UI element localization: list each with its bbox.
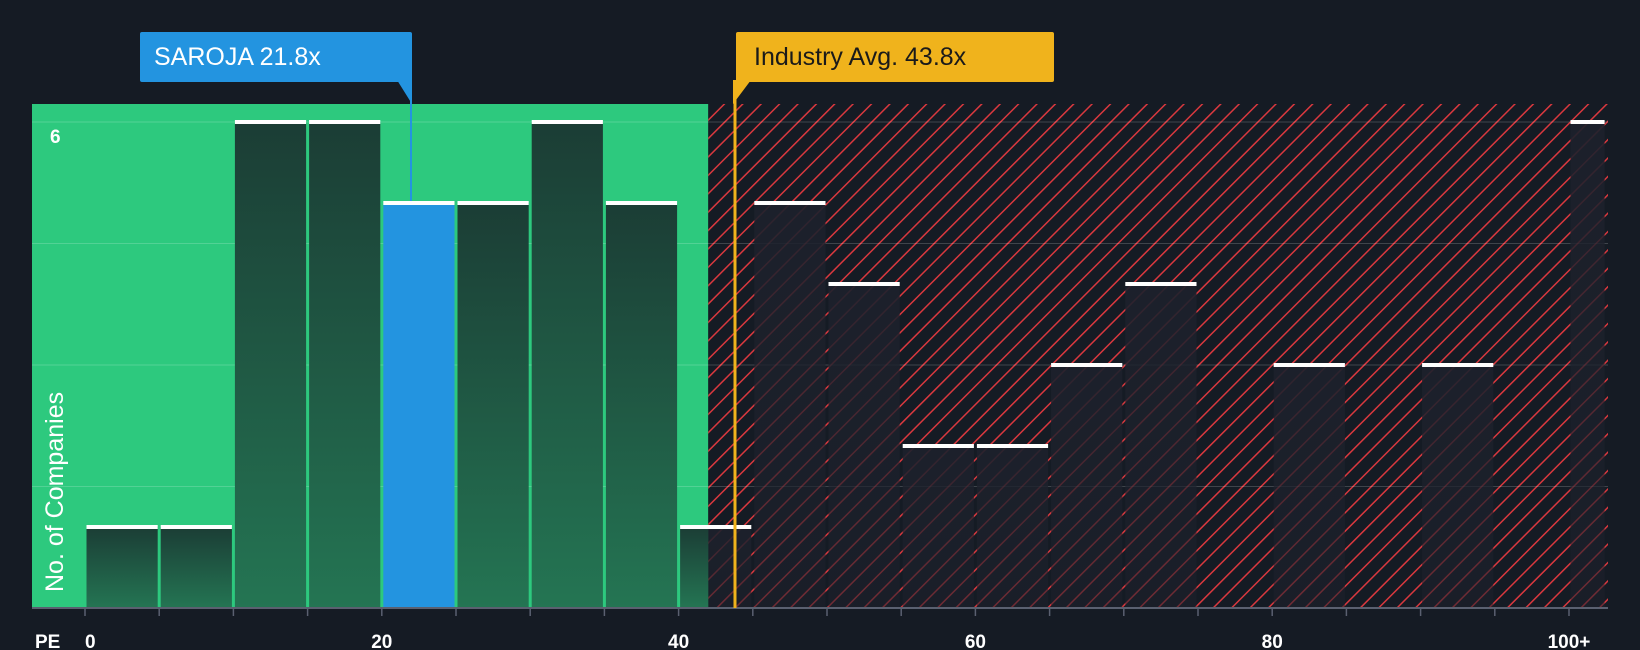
bar-1 [160, 527, 232, 608]
bar-cap-9 [754, 201, 826, 205]
y-tick-label: 6 [50, 127, 61, 148]
bar-9 [754, 203, 826, 608]
bar-cap-18 [1422, 363, 1494, 367]
company-callout-label: SAROJA 21.8x [154, 43, 321, 71]
bar-cap-13 [1051, 363, 1123, 367]
x-tick-label-1: 20 [371, 632, 392, 650]
x-tick-label-4: 80 [1262, 632, 1283, 650]
bar-cap-1 [160, 525, 232, 529]
bar-0 [86, 527, 158, 608]
bar-7 [605, 203, 678, 608]
bar-cap-4 [383, 201, 455, 205]
company-callout-pointer [397, 80, 412, 104]
bar-8-overflow [708, 527, 752, 608]
bar-12 [976, 446, 1049, 608]
bar-18 [1422, 365, 1494, 608]
bar-cap-6 [531, 120, 603, 124]
bar-cap-5 [457, 201, 529, 205]
bar-cap-0 [86, 525, 158, 529]
x-tick-label-0: 0 [85, 632, 96, 650]
bar-5 [457, 203, 529, 608]
y-axis-label: No. of Companies [41, 392, 69, 592]
bar-11 [902, 446, 974, 608]
x-tick-label-3: 60 [965, 632, 986, 650]
bar-13 [1051, 365, 1123, 608]
bar-cap-12 [976, 444, 1049, 448]
industry-callout-pointer [732, 80, 751, 104]
bar-cap-11 [902, 444, 974, 448]
bar-cap-2 [234, 120, 307, 124]
bar-cap-16 [1273, 363, 1345, 367]
bar-16 [1273, 365, 1345, 608]
bar-8 [680, 527, 709, 608]
bar-cap-7 [605, 201, 678, 205]
bar-10 [828, 284, 900, 608]
x-axis-label: PE [35, 632, 60, 650]
bar-14 [1125, 284, 1197, 608]
bar-cap-14 [1125, 282, 1197, 286]
x-tick-label-2: 40 [668, 632, 689, 650]
industry-callout [736, 32, 1054, 82]
bar-6 [531, 122, 603, 608]
bar-cap-10 [828, 282, 900, 286]
bar-cap-3 [309, 120, 381, 124]
bar-3 [309, 122, 381, 608]
industry-callout-label: Industry Avg. 43.8x [754, 43, 967, 71]
company-callout [140, 32, 412, 82]
bar-cap-20 [1570, 120, 1605, 124]
bar-2 [234, 122, 307, 608]
bar-20 [1570, 122, 1605, 608]
bar-cap-8 [680, 525, 752, 529]
bar-4 [383, 203, 455, 608]
x-tick-label-5: 100+ [1548, 632, 1591, 650]
